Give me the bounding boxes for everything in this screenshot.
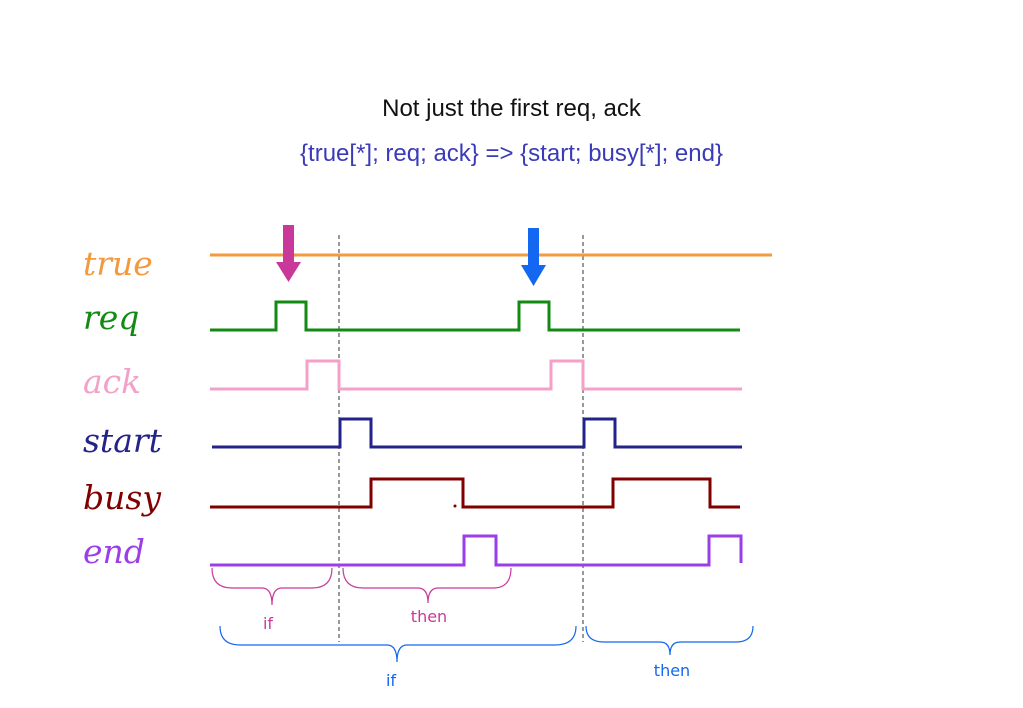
- label-busy: busy: [83, 478, 161, 517]
- label-ack: ack: [83, 362, 142, 401]
- label-true: true: [83, 244, 153, 283]
- brace-label-then-first: then: [411, 607, 447, 626]
- formula: {true[*]; req; ack} => {start; busy[*]; …: [300, 140, 723, 167]
- brace-then-first: [342, 567, 512, 604]
- brace-then-second: [585, 625, 754, 656]
- wave-req: [210, 300, 740, 332]
- brace-label-if-first: if: [263, 614, 273, 633]
- wave-ack: [210, 359, 742, 391]
- brace-if-second: [219, 625, 577, 663]
- brace-label-if-second: if: [386, 671, 396, 690]
- brace-if-first: [211, 567, 333, 606]
- busy-dot: [453, 504, 457, 508]
- wave-busy: [210, 477, 740, 509]
- page-title: Not just the first req, ack: [382, 95, 641, 122]
- label-start: start: [83, 421, 162, 460]
- wave-start: [212, 417, 742, 449]
- label-req: req: [83, 298, 140, 337]
- arrow-down-icon-magenta: [276, 225, 301, 282]
- wave-end: [210, 534, 743, 567]
- label-end: end: [83, 532, 145, 571]
- arrow-down-icon-blue: [521, 228, 546, 286]
- brace-label-then-second: then: [654, 661, 690, 680]
